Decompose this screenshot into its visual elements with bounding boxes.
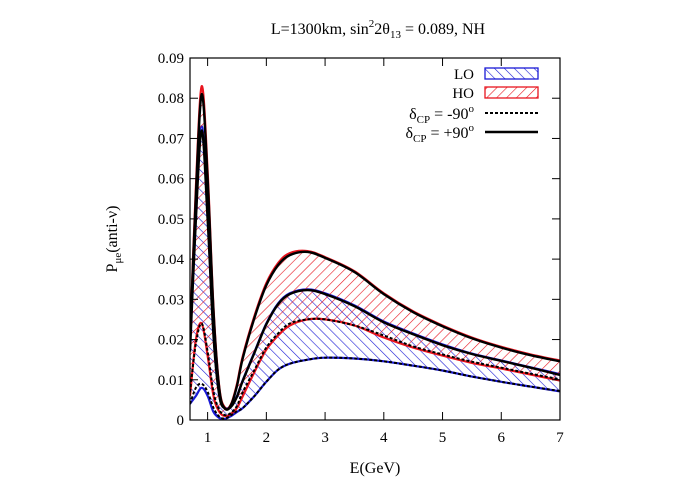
bands-layer — [190, 85, 560, 420]
legend-label-lo: LO — [454, 67, 474, 83]
y-tick-label: 0.01 — [158, 373, 184, 389]
legend-label-ho: HO — [452, 86, 474, 102]
curve-dcp-plus90-1 — [190, 129, 560, 411]
legend: LO HO δCP = -90o δCP = +90o — [405, 67, 539, 145]
x-tick-label: 6 — [498, 430, 506, 446]
curves-layer — [190, 92, 560, 420]
band-ho — [190, 86, 560, 417]
y-tick-label: 0.03 — [158, 292, 184, 308]
x-tick-label: 7 — [556, 430, 564, 446]
legend-swatch-lo — [484, 67, 539, 80]
y-tick-label: 0.06 — [158, 172, 185, 188]
chart-title: L=1300km, sin22θ13 = 0.089, NH — [271, 18, 486, 41]
y-tick-label: 0.02 — [158, 333, 184, 349]
x-tick-label: 3 — [321, 430, 329, 446]
x-tick-label: 1 — [204, 430, 212, 446]
curve-dcp-plus90-2 — [190, 92, 560, 411]
y-axis-label: Pμe(anti-ν) — [104, 206, 124, 273]
y-tick-label: 0.08 — [158, 91, 184, 107]
band-lo — [190, 126, 560, 419]
curve-dcp-minus90-1 — [190, 356, 560, 420]
y-tick-label: 0.09 — [158, 51, 184, 67]
curve-dcp-minus90-2 — [190, 317, 560, 417]
x-tick-label: 5 — [439, 430, 447, 446]
x-tick-label: 2 — [263, 430, 271, 446]
legend-label-dcp-plus: δCP = +90o — [405, 122, 474, 145]
ticks-layer: 0 0.01 0.02 0.03 0.04 0.05 0.06 0.07 0.08 0.09 1 2 3… — [158, 51, 565, 446]
legend-label-dcp-minus: δCP = -90o — [409, 103, 474, 126]
axes-layer — [189, 57, 561, 421]
legend-swatch-ho — [484, 86, 539, 99]
x-tick-label: 4 — [380, 430, 388, 446]
y-tick-label: 0.05 — [158, 212, 184, 228]
x-axis-label: E(GeV) — [350, 460, 401, 477]
y-tick-label: 0.07 — [158, 131, 185, 147]
plot-frame — [189, 57, 561, 421]
y-tick-label: 0.04 — [158, 252, 185, 268]
y-tick-label: 0 — [177, 413, 185, 429]
